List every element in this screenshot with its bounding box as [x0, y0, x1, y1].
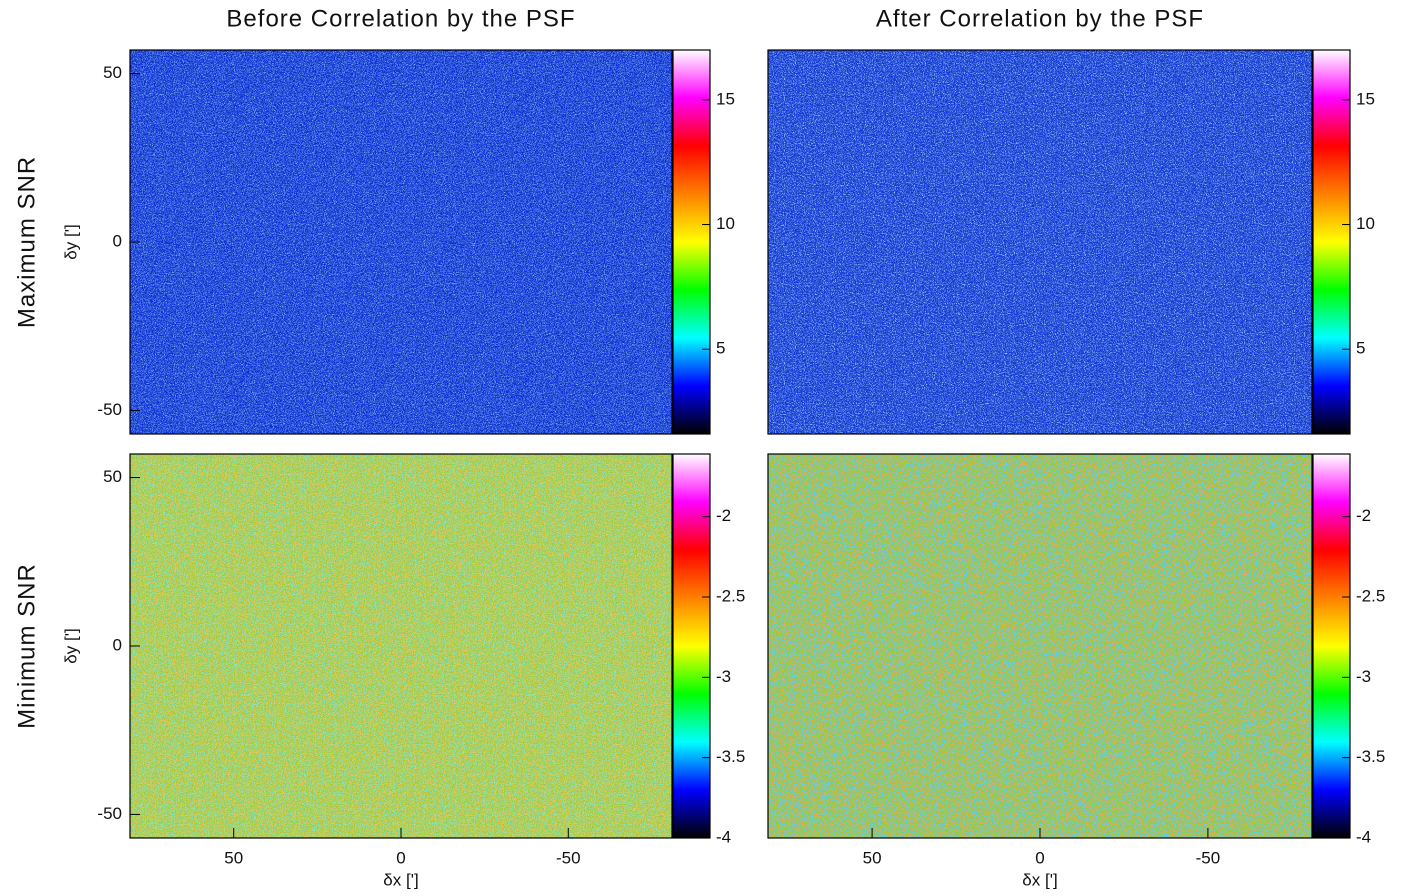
column-title: After Correlation by the PSF [876, 5, 1204, 32]
heatmap-speckle [768, 454, 1312, 838]
colorbar-tick-label: 10 [1356, 214, 1375, 233]
colorbar-tick-label: -4 [716, 827, 731, 846]
colorbar-tick-label: -2 [1356, 506, 1371, 525]
colorbar-tick-label: -3.5 [716, 747, 745, 766]
colorbar-tick-label: 15 [1356, 89, 1375, 108]
colorbar [672, 49, 711, 435]
y-tick-label: -50 [97, 804, 122, 823]
heatmap-speckle [130, 454, 672, 838]
x-tick-label: 0 [396, 848, 405, 867]
y-axis-label: δy ['] [61, 628, 80, 663]
y-axis-label: δy ['] [61, 224, 80, 259]
colorbar [672, 453, 711, 839]
y-tick-label: 0 [113, 635, 122, 654]
x-tick-label: 0 [1035, 848, 1044, 867]
row-label: Minimum SNR [13, 563, 40, 729]
colorbar-tick-label: -2 [716, 506, 731, 525]
plot-frame [767, 49, 1313, 435]
y-tick-label: 0 [113, 231, 122, 250]
heatmap-speckle [768, 50, 1312, 434]
colorbar-tick-label: -3 [716, 667, 731, 686]
row-label: Maximum SNR [13, 156, 40, 328]
colorbar [1312, 49, 1351, 435]
heatmap-speckle [130, 50, 672, 434]
x-tick-label: 50 [224, 848, 243, 867]
column-title: Before Correlation by the PSF [226, 5, 575, 32]
y-tick-label: 50 [103, 467, 122, 486]
x-tick-label: 50 [863, 848, 882, 867]
colorbar-tick-label: -4 [1356, 827, 1371, 846]
x-axis-label: δx ['] [383, 870, 418, 889]
colorbar-tick-label: 10 [716, 214, 735, 233]
y-tick-label: 50 [103, 63, 122, 82]
x-axis-label: δx ['] [1022, 870, 1057, 889]
colorbar-tick-label: -2.5 [1356, 586, 1385, 605]
x-tick-label: -50 [556, 848, 581, 867]
colorbar-tick-label: -2.5 [716, 586, 745, 605]
colorbar-tick-label: -3 [1356, 667, 1371, 686]
x-tick-label: -50 [1196, 848, 1221, 867]
colorbar-tick-label: -3.5 [1356, 747, 1385, 766]
colorbar-tick-label: 5 [1356, 339, 1365, 358]
colorbar-tick-label: 5 [716, 339, 725, 358]
y-tick-label: -50 [97, 400, 122, 419]
colorbar-tick-label: 15 [716, 89, 735, 108]
colorbar [1312, 453, 1351, 839]
